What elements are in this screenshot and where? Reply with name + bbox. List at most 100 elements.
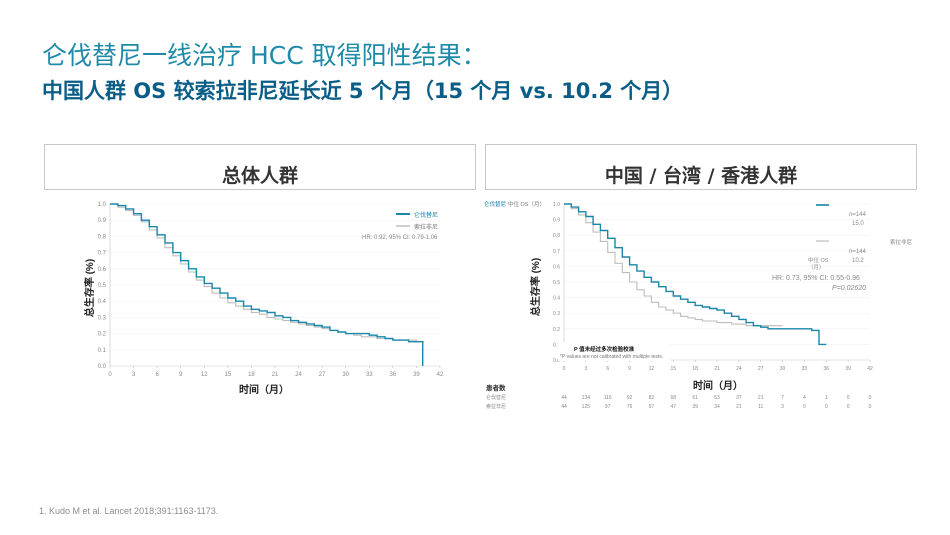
- y-tick-label: 0.1: [553, 342, 560, 348]
- x-tick-label: 3: [132, 372, 136, 378]
- y-tick-label: 0.7: [98, 251, 107, 257]
- y-tick-label: 0.7: [553, 249, 560, 255]
- p-value-note-title: P 值未经过多次检验校准: [574, 345, 635, 353]
- risk-table-cell: 4: [803, 395, 806, 401]
- risk-table-label: 患者数: [486, 383, 506, 392]
- x-tick-label: 0: [563, 366, 566, 372]
- risk-table-cell: 134: [582, 395, 591, 401]
- legend-label-sorafenib: 索拉非尼: [414, 223, 438, 231]
- risk-table-cell: 44: [561, 395, 567, 401]
- x-tick-label: 3: [584, 366, 587, 372]
- panel-header-china: 中国 / 台湾 / 香港人群: [485, 144, 917, 190]
- risk-table-cell: 97: [605, 404, 611, 410]
- y-axis-label: 总生存率 (%): [84, 259, 96, 317]
- hazard-ratio-label: HR: 0.92, 95% CI: 0.79-1.06: [362, 235, 438, 241]
- x-tick-label: 6: [606, 366, 609, 372]
- reference-footnote: 1. Kudo M et al. Lancet 2018;391:1163-11…: [39, 506, 219, 516]
- legend-label-sorafenib-side: 索拉非尼: [890, 238, 913, 246]
- risk-table-cell: 116: [604, 395, 612, 401]
- x-tick-label: 36: [824, 366, 830, 372]
- risk-table-cell: 0: [847, 404, 850, 410]
- risk-table-cell: 0: [825, 404, 828, 410]
- y-tick-label: 0.2: [98, 332, 107, 338]
- y-tick-label: 0.8: [553, 233, 560, 239]
- risk-table-cell: 57: [649, 404, 655, 410]
- x-tick-label: 36: [390, 372, 397, 378]
- y-tick-label: 0.0: [553, 358, 560, 364]
- x-tick-label: 12: [649, 366, 655, 372]
- hazard-ratio-label: HR: 0.73, 95% CI: 0.55-0.96: [772, 275, 860, 282]
- x-tick-label: 12: [201, 372, 208, 378]
- x-tick-label: 6: [155, 372, 159, 378]
- panel-header-overall: 总体人群: [44, 144, 476, 190]
- x-tick-label: 39: [845, 366, 851, 372]
- x-tick-label: 42: [437, 372, 444, 378]
- risk-table-cell: 61: [692, 395, 698, 401]
- x-axis-label: 时间（月）: [693, 379, 743, 392]
- x-tick-label: 9: [628, 366, 631, 372]
- x-tick-label: 21: [714, 366, 720, 372]
- legend-median-lenvatinib: 15.0: [852, 221, 864, 227]
- risk-table-cell: 0: [869, 395, 872, 401]
- y-axis-label: 总生存率 (%): [529, 258, 542, 316]
- y-tick-label: 0.8: [98, 234, 107, 240]
- survival-curve-sorafenib: [564, 203, 783, 327]
- slide-title-line1: 仑伐替尼一线治疗 HCC 取得阳性结果：: [42, 41, 487, 70]
- risk-table-cell: 68: [671, 395, 677, 401]
- y-tick-label: 0.0: [98, 364, 107, 370]
- risk-table-row-label: 索拉非尼: [486, 403, 506, 410]
- x-tick-label: 18: [692, 366, 698, 372]
- y-tick-label: 0.1: [98, 348, 107, 354]
- y-tick-label: 1.0: [553, 202, 560, 208]
- x-tick-label: 27: [319, 372, 326, 378]
- risk-table-cell: 7: [781, 395, 784, 401]
- legend-n-sorafenib: n=144: [849, 249, 867, 255]
- risk-table-cell: 47: [671, 404, 677, 410]
- x-tick-label: 15: [671, 366, 677, 372]
- x-tick-label: 30: [342, 372, 349, 378]
- risk-table-cell: 82: [649, 395, 655, 401]
- x-tick-label: 27: [758, 366, 764, 372]
- y-tick-label: 0.4: [98, 299, 107, 305]
- risk-table-row-label: 仑伐替尼: [486, 394, 506, 401]
- slide-title-line2: 中国人群 OS 较索拉非尼延长近 5 个月（15 个月 vs. 10.2 个月）: [42, 79, 684, 103]
- risk-table-cell: 37: [736, 395, 742, 401]
- x-tick-label: 9: [179, 372, 183, 378]
- x-tick-label: 21: [272, 372, 279, 378]
- km-chart-china: 0.00.10.20.30.40.50.60.70.80.91.0 0 3 6 9 12…: [484, 200, 913, 410]
- legend-n-lenvatinib: n=144: [849, 212, 867, 218]
- x-tick-label: 30: [780, 366, 786, 372]
- risk-table-cell: 39: [692, 404, 698, 410]
- y-tick-label: 0.9: [98, 218, 107, 224]
- risk-table-cell: 76: [627, 404, 633, 410]
- x-tick-label: 0: [108, 372, 112, 378]
- x-tick-label: 18: [248, 372, 255, 378]
- y-tick-label: 0.9: [553, 218, 560, 224]
- legend-label-lenvatinib: 仑伐替尼: [414, 211, 438, 219]
- legend-median-unit: （月）: [808, 264, 825, 271]
- risk-table-cell: 3: [781, 404, 784, 410]
- y-tick-label: 0.2: [553, 327, 560, 333]
- risk-table-cell: 44: [561, 404, 567, 410]
- risk-table-cell: 53: [714, 395, 720, 401]
- risk-table-cell: 0: [869, 404, 872, 410]
- p-value-label: P=0.02620: [832, 285, 866, 292]
- survival-curve-lenvatinib: [564, 203, 827, 346]
- p-value-note-box: [558, 342, 670, 361]
- risk-table-cell: 11: [758, 404, 763, 410]
- risk-table-cell: 0: [847, 395, 850, 401]
- y-tick-label: 0.5: [98, 283, 107, 289]
- y-tick-label: 0.4: [553, 296, 560, 302]
- x-tick-label: 15: [225, 372, 232, 378]
- x-axis-label: 时间（月）: [239, 383, 289, 396]
- legend-label-median-os: 中位 OS（月）: [508, 200, 545, 208]
- survival-curve-lenvatinib: [110, 203, 424, 366]
- x-tick-label: 39: [413, 372, 420, 378]
- y-tick-label: 0.6: [98, 267, 107, 273]
- p-value-note-body: *P values are not calibrated with multip…: [560, 354, 663, 360]
- x-tick-label: 33: [366, 372, 373, 378]
- legend-label-lenvatinib-side: 仑伐替尼: [484, 200, 507, 208]
- x-tick-label: 24: [295, 372, 302, 378]
- legend-median-label: 中位 OS: [808, 256, 829, 264]
- risk-table-cell: 0: [803, 404, 806, 410]
